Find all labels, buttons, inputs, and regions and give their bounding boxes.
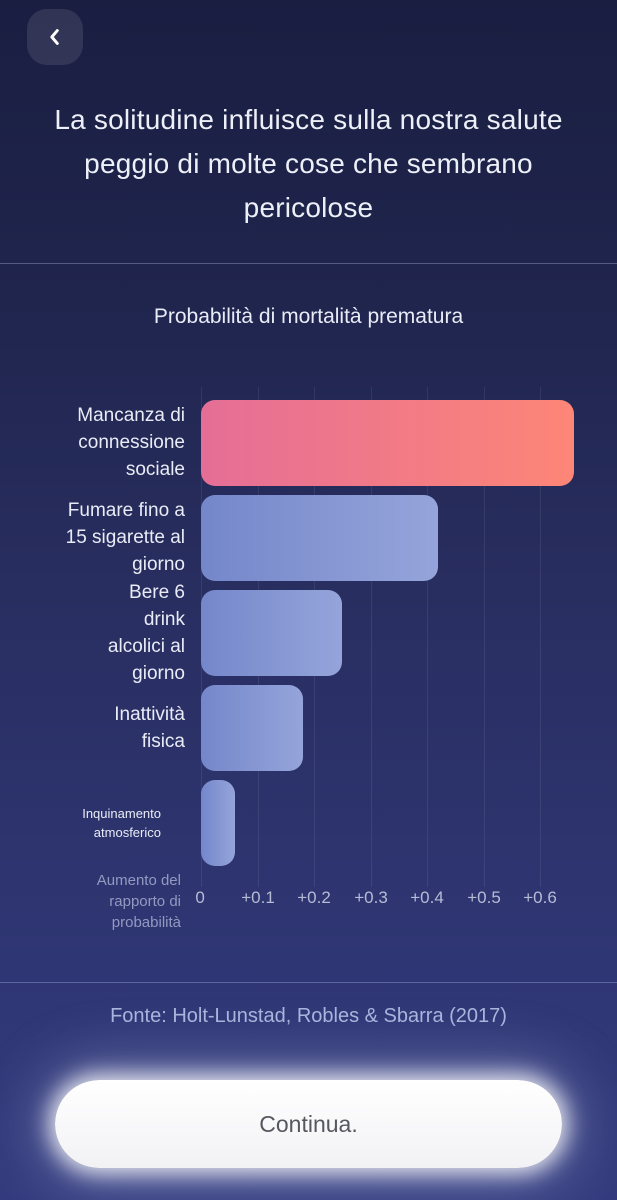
bar-track [201,680,617,775]
chart-row: Inquinamento atmosferico [0,775,617,870]
x-tick-label: +0.6 [523,888,557,907]
x-tick-label: 0 [195,888,205,907]
x-tick-label: +0.1 [241,888,275,907]
bar [201,684,303,771]
x-tick-label: +0.4 [410,888,444,907]
bar-label: Fumare fino a 15 sigarette al giorno [65,500,185,575]
chevron-left-icon [44,26,66,48]
x-tick-label: +0.5 [467,888,501,907]
chart-row: Mancanza di connessione sociale [0,395,617,490]
bar [201,494,438,581]
chart-title: Probabilità di mortalità prematura [153,305,464,328]
bar-label: Mancanza di connessione sociale [77,405,185,480]
x-axis-label: Aumento del rapporto di probabilità [96,872,181,931]
back-button[interactable] [27,9,83,65]
bar [201,589,342,676]
divider-top [0,263,617,264]
chart-axis: Aumento del rapporto di probabilità 0 +0.… [0,872,617,944]
source-citation: Fonte: Holt-Lunstad, Robles & Sbarra (20… [110,1005,507,1027]
bar-highlight [201,399,574,486]
x-axis-ticks: 0 +0.1 +0.2 +0.3 +0.4 +0.5 +0.6 [195,882,617,944]
bar-track [201,585,617,680]
chart-row: Bere 6 drink alcolici al giorno [0,582,617,684]
x-tick-label: +0.3 [354,888,388,907]
bar [201,779,235,866]
chart-rows: Mancanza di connessione sociale Fumare fi… [0,395,617,870]
bar-track [201,775,617,870]
chart-row: Inattività fisica [0,680,617,775]
continue-button[interactable]: Continua. [55,1080,562,1168]
bar-label: Inattività fisica [114,703,185,752]
bar-chart: Mancanza di connessione sociale Fumare fi… [0,387,617,944]
bar-label: Bere 6 drink alcolici al giorno [107,581,185,684]
chart-row: Fumare fino a 15 sigarette al giorno [0,490,617,585]
divider-bottom [0,982,617,983]
bar-track [201,395,617,490]
page-title: La solitudine influisce sulla nostra sal… [54,104,563,223]
x-tick-label: +0.2 [297,888,331,907]
bar-label: Inquinamento atmosferico [82,805,161,840]
bar-track [201,490,617,585]
